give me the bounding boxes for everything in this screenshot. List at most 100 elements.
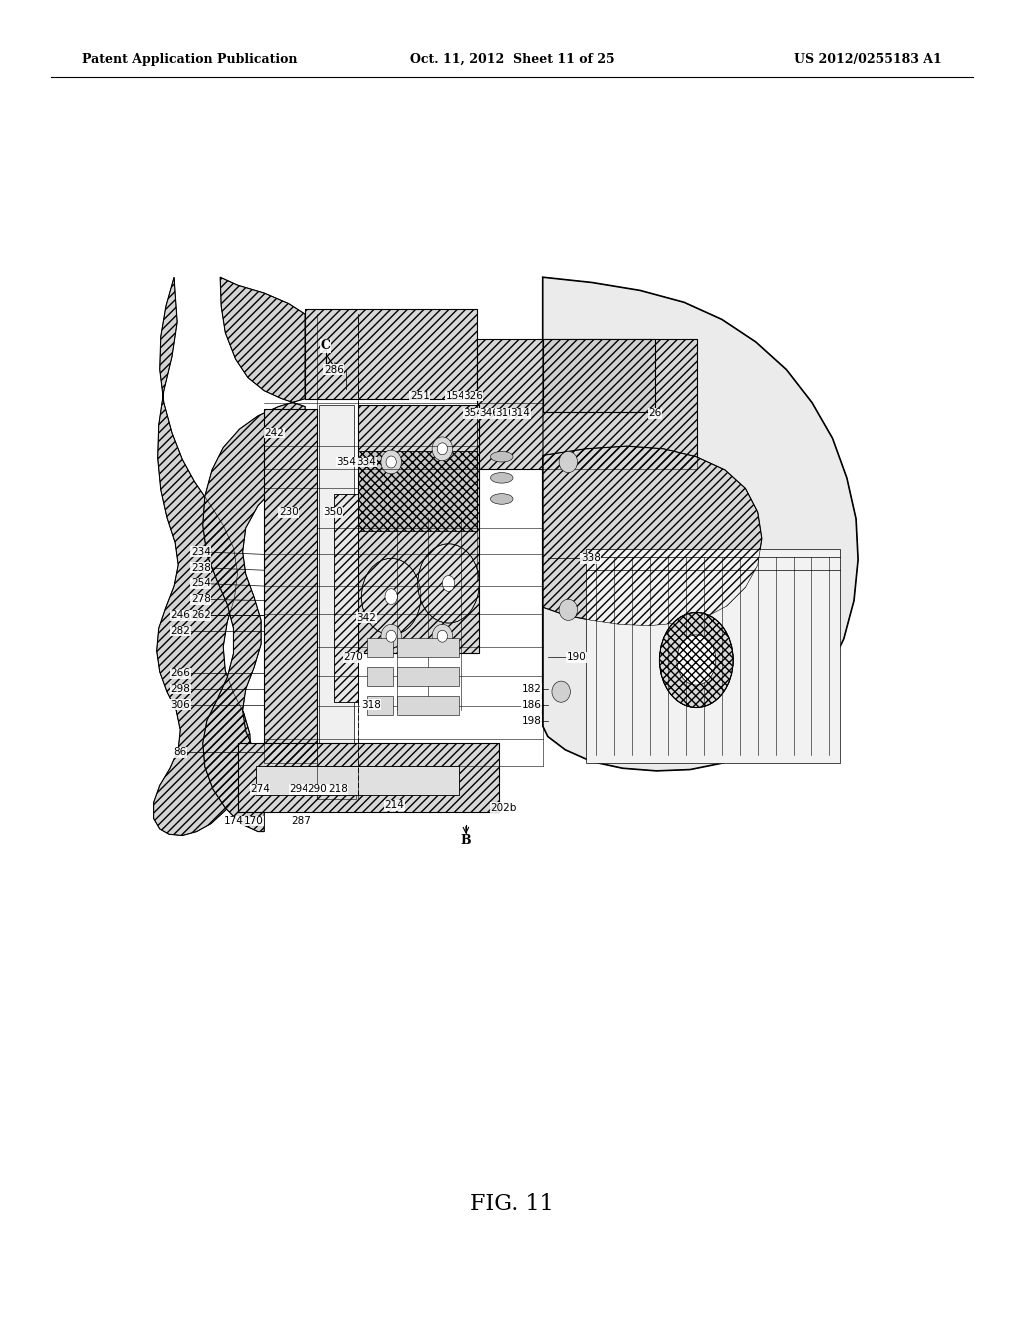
- Text: 350: 350: [323, 507, 343, 517]
- Bar: [334, 494, 358, 702]
- Text: 286: 286: [324, 364, 344, 375]
- Bar: [367, 638, 393, 657]
- Ellipse shape: [361, 558, 421, 635]
- Text: 238: 238: [190, 562, 211, 573]
- Text: 190: 190: [566, 652, 587, 663]
- Bar: [264, 409, 317, 763]
- Text: 154: 154: [445, 391, 466, 401]
- Text: 314: 314: [510, 408, 530, 418]
- Bar: [238, 743, 499, 812]
- Text: B: B: [461, 834, 471, 847]
- Bar: [264, 409, 317, 763]
- Ellipse shape: [559, 451, 578, 473]
- Ellipse shape: [552, 681, 570, 702]
- Text: 230: 230: [279, 507, 299, 517]
- Polygon shape: [154, 277, 251, 836]
- Text: 326: 326: [463, 391, 483, 401]
- Ellipse shape: [418, 544, 479, 623]
- Text: 294: 294: [289, 784, 309, 795]
- Ellipse shape: [386, 455, 396, 469]
- Text: Patent Application Publication: Patent Application Publication: [82, 53, 297, 66]
- Text: 338: 338: [581, 553, 601, 564]
- Bar: [586, 549, 840, 763]
- Bar: [305, 309, 477, 399]
- Bar: [305, 309, 477, 399]
- Text: 242: 242: [264, 428, 285, 438]
- Ellipse shape: [677, 635, 716, 685]
- Ellipse shape: [385, 589, 397, 605]
- Ellipse shape: [432, 624, 453, 648]
- Ellipse shape: [381, 450, 401, 474]
- Bar: [319, 405, 354, 785]
- Text: 346: 346: [479, 408, 500, 418]
- Bar: [358, 405, 479, 653]
- Text: 278: 278: [190, 594, 211, 605]
- Text: 282: 282: [170, 626, 190, 636]
- Bar: [317, 785, 356, 799]
- Bar: [256, 766, 459, 795]
- Ellipse shape: [381, 624, 401, 648]
- Bar: [238, 743, 499, 812]
- Bar: [367, 667, 393, 686]
- Text: 266: 266: [170, 668, 190, 678]
- Bar: [256, 766, 459, 795]
- Text: 354: 354: [336, 457, 356, 467]
- Text: 306: 306: [170, 700, 190, 710]
- Text: US 2012/0255183 A1: US 2012/0255183 A1: [795, 53, 942, 66]
- Text: 214: 214: [384, 800, 404, 810]
- Polygon shape: [203, 277, 305, 832]
- Text: 334: 334: [356, 457, 377, 467]
- Text: 262: 262: [190, 610, 211, 620]
- Polygon shape: [543, 446, 762, 626]
- Text: 310: 310: [495, 408, 515, 418]
- Bar: [397, 696, 459, 715]
- Text: 274: 274: [250, 784, 270, 795]
- Bar: [543, 339, 655, 412]
- Text: 170: 170: [244, 816, 264, 826]
- Bar: [358, 451, 477, 531]
- Bar: [543, 339, 655, 412]
- Text: Oct. 11, 2012  Sheet 11 of 25: Oct. 11, 2012 Sheet 11 of 25: [410, 53, 614, 66]
- Bar: [334, 494, 358, 702]
- Text: 198: 198: [521, 715, 542, 726]
- Text: 290: 290: [307, 784, 328, 795]
- Text: C: C: [321, 339, 331, 352]
- Ellipse shape: [490, 451, 513, 462]
- Text: 26: 26: [649, 408, 662, 418]
- Text: 287: 287: [291, 816, 311, 826]
- Text: 354: 354: [463, 408, 483, 418]
- Text: 86: 86: [174, 747, 186, 758]
- Text: 246: 246: [170, 610, 190, 620]
- Ellipse shape: [386, 630, 396, 643]
- Bar: [367, 696, 393, 715]
- Text: 251: 251: [410, 391, 430, 401]
- Text: 342: 342: [356, 612, 377, 623]
- Text: 218: 218: [328, 784, 348, 795]
- Ellipse shape: [442, 576, 455, 591]
- Ellipse shape: [490, 473, 513, 483]
- Text: 182: 182: [521, 684, 542, 694]
- Text: 234: 234: [190, 546, 211, 557]
- Text: 174: 174: [223, 816, 244, 826]
- Text: 186: 186: [521, 700, 542, 710]
- Text: 318: 318: [360, 700, 381, 710]
- Bar: [477, 339, 697, 469]
- Text: 270: 270: [343, 652, 364, 663]
- Text: FIG. 11: FIG. 11: [470, 1193, 554, 1214]
- Bar: [358, 451, 477, 531]
- Ellipse shape: [437, 630, 447, 643]
- Bar: [397, 638, 459, 657]
- Ellipse shape: [490, 494, 513, 504]
- Ellipse shape: [559, 599, 578, 620]
- Text: 254: 254: [190, 578, 211, 589]
- Polygon shape: [543, 277, 858, 771]
- Text: 202b: 202b: [490, 803, 517, 813]
- Bar: [358, 405, 479, 653]
- Bar: [477, 339, 697, 469]
- Bar: [397, 667, 459, 686]
- Ellipse shape: [432, 437, 453, 461]
- Text: 298: 298: [170, 684, 190, 694]
- Ellipse shape: [437, 442, 447, 454]
- Bar: [317, 785, 356, 799]
- Ellipse shape: [659, 612, 733, 708]
